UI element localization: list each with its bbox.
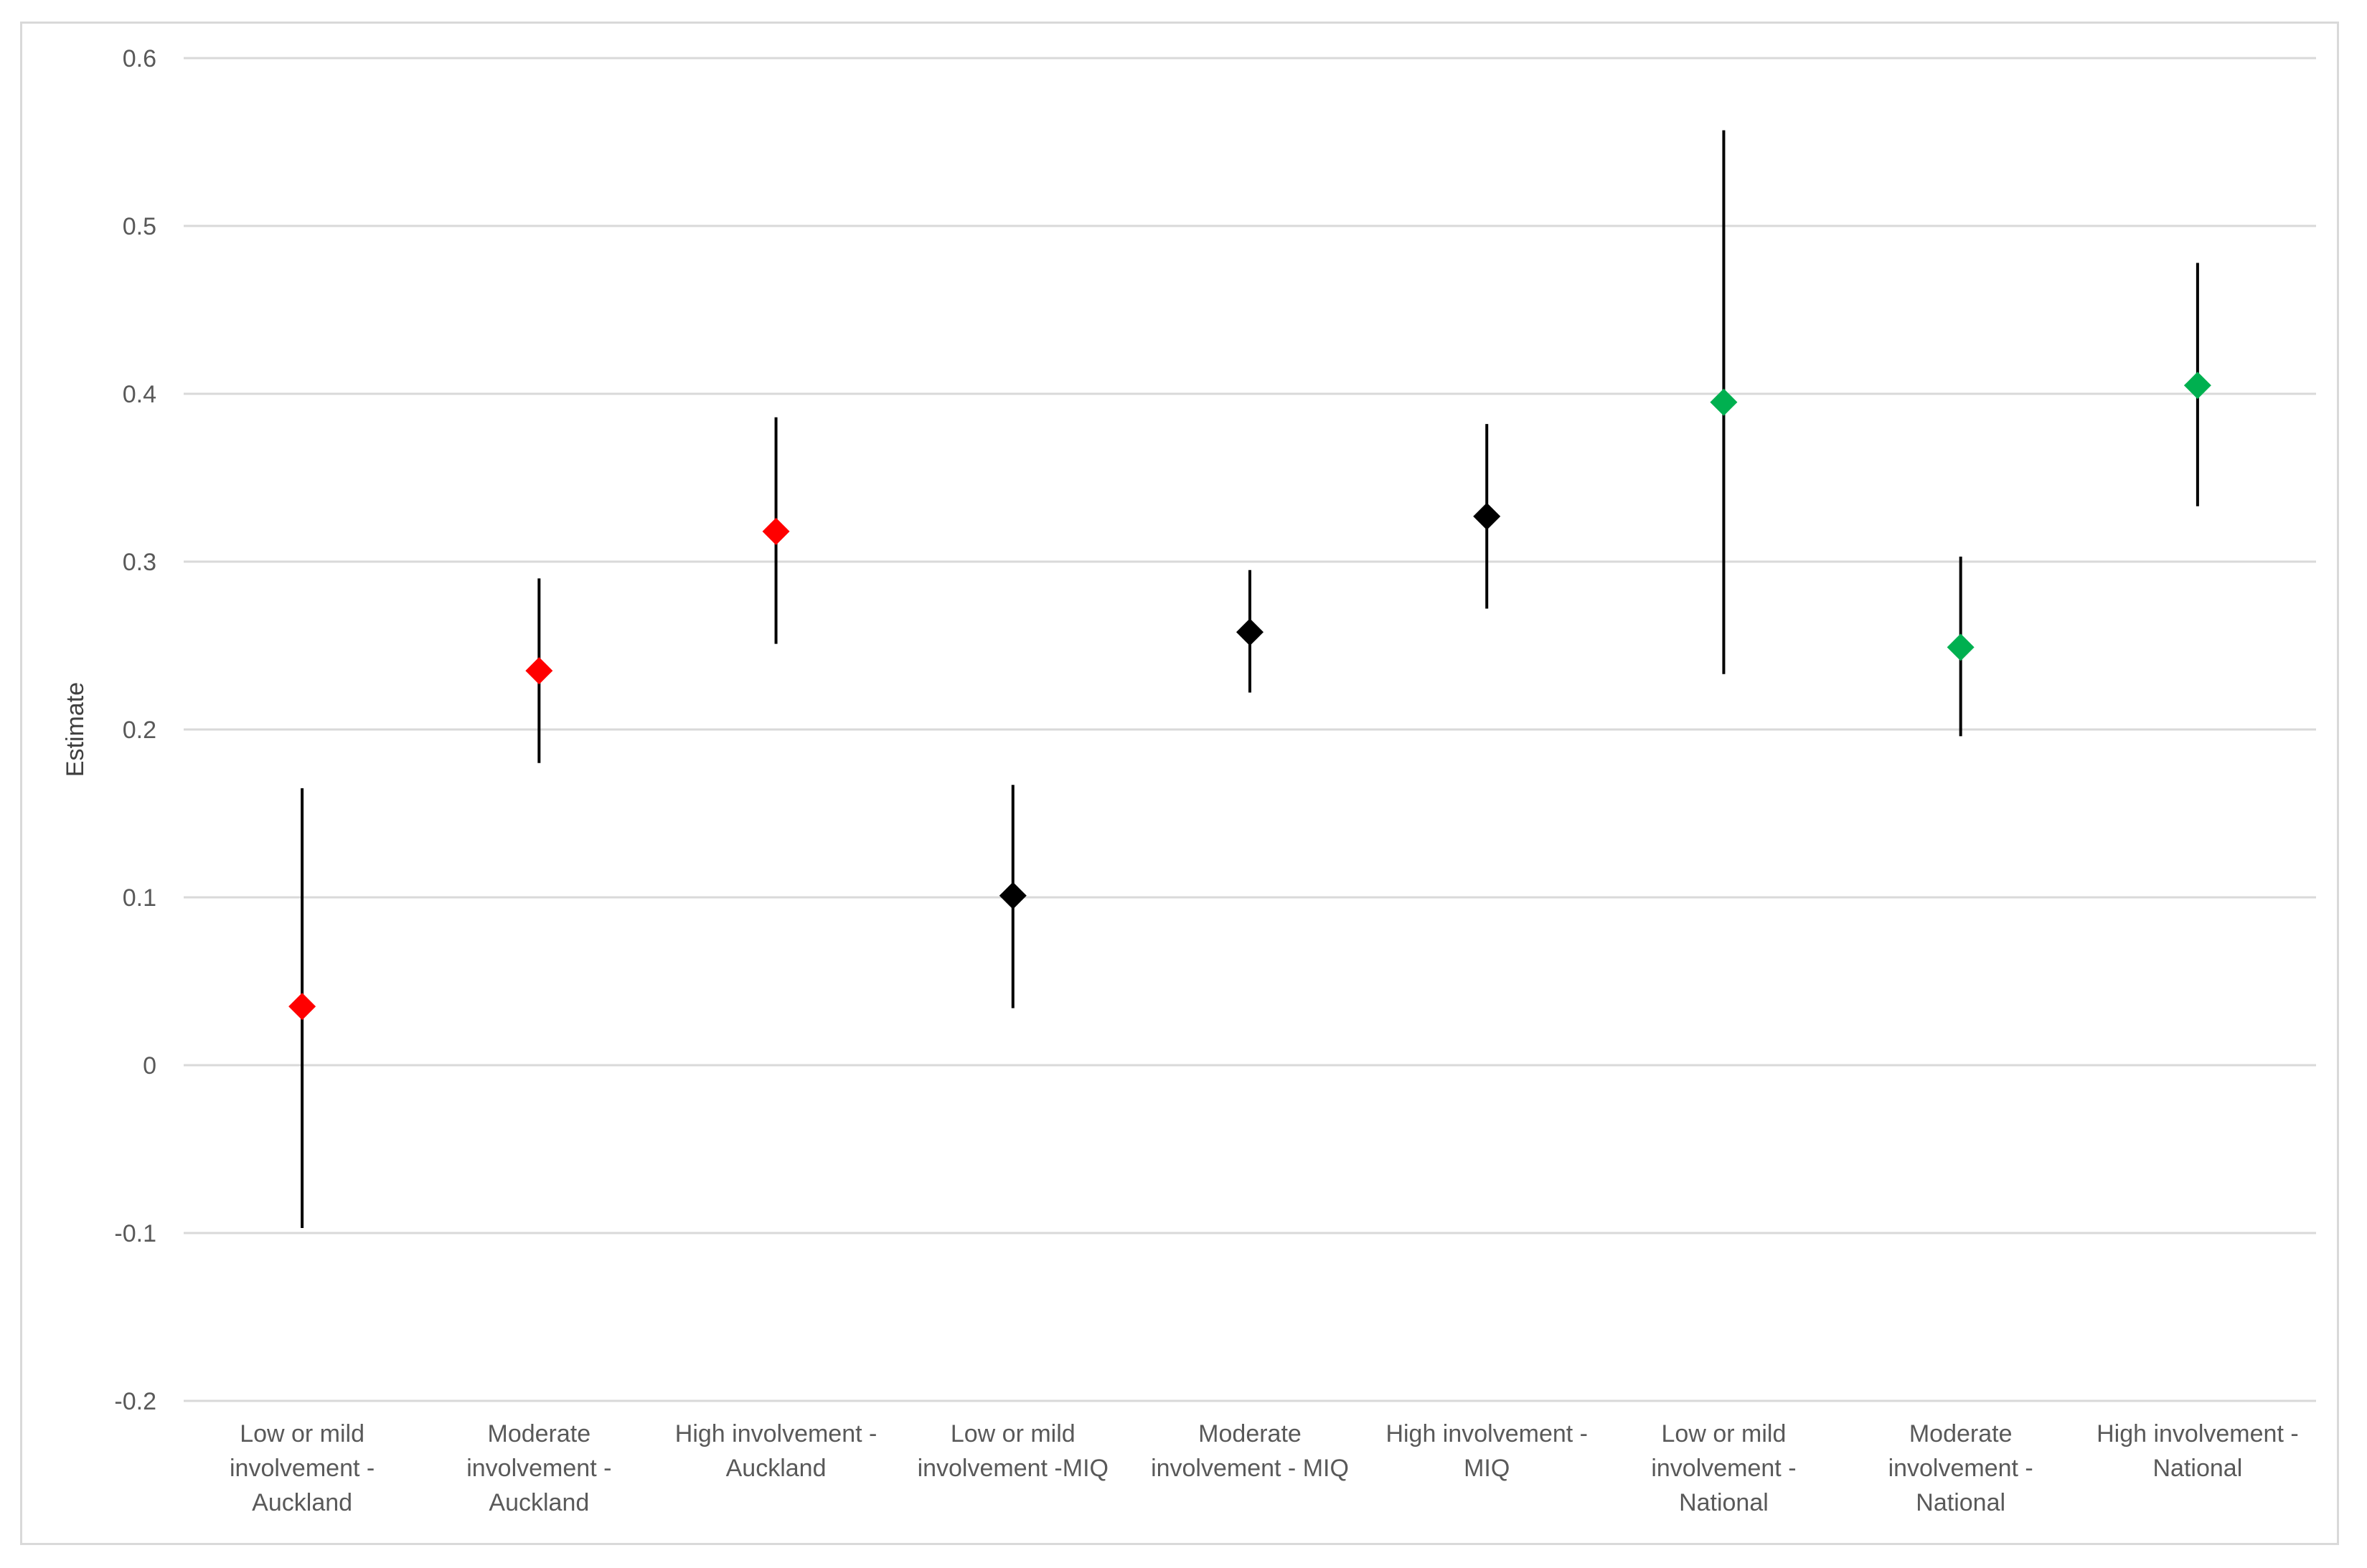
y-tick-label: 0.5 bbox=[123, 213, 156, 240]
category-label-line: National bbox=[1679, 1489, 1769, 1516]
estimate-marker bbox=[1236, 618, 1264, 646]
y-tick-label: -0.1 bbox=[114, 1220, 156, 1247]
estimate-marker bbox=[525, 657, 553, 685]
estimate-markers bbox=[288, 372, 2211, 1021]
estimate-marker bbox=[288, 993, 316, 1021]
estimate-chart: 0.6 0.5 0.4 0.3 0.2 0.1 0 -0.1 -0.2 Low or mild i… bbox=[62, 45, 2316, 1516]
x-axis-categories: Low or mild involvement -AucklandModerate… bbox=[230, 1420, 2299, 1516]
category-label-line: Moderate bbox=[1909, 1420, 2013, 1447]
category-label-line: Auckland bbox=[252, 1489, 352, 1516]
category-label-line: involvement - bbox=[466, 1455, 611, 1482]
category-label-line: involvement -MIQ bbox=[918, 1455, 1109, 1482]
estimate-marker bbox=[2183, 372, 2211, 400]
estimate-marker bbox=[1710, 388, 1738, 416]
category-label: Moderate involvement - MIQ bbox=[1151, 1420, 1349, 1482]
y-tick-label: 0.6 bbox=[123, 45, 156, 72]
category-label-line: Low or mild bbox=[1662, 1420, 1787, 1447]
y-tick-label: 0 bbox=[143, 1052, 156, 1080]
category-label-line: National bbox=[2153, 1455, 2243, 1482]
category-label-line: involvement - bbox=[1888, 1455, 2033, 1482]
error-bars bbox=[301, 130, 2199, 1228]
estimate-marker bbox=[1947, 633, 1975, 661]
y-axis-ticks: 0.6 0.5 0.4 0.3 0.2 0.1 0 -0.1 -0.2 bbox=[114, 45, 156, 1415]
category-label-line: involvement - bbox=[230, 1455, 375, 1482]
estimate-marker bbox=[762, 517, 790, 545]
category-label: High involvement - National bbox=[2097, 1420, 2299, 1482]
category-label-line: involvement - bbox=[1651, 1455, 1796, 1482]
category-label: Low or mild involvement -MIQ bbox=[918, 1420, 1109, 1482]
category-label: Moderate involvement - Auckland bbox=[466, 1420, 611, 1516]
gridlines bbox=[184, 57, 2316, 1402]
y-tick-label: 0.1 bbox=[123, 884, 156, 912]
category-label: Moderate involvement - National bbox=[1888, 1420, 2033, 1516]
category-label-line: Moderate bbox=[1198, 1420, 1302, 1447]
category-label-line: involvement - MIQ bbox=[1151, 1455, 1349, 1482]
category-label-line: High involvement - bbox=[1385, 1420, 1588, 1447]
chart-frame: 0.6 0.5 0.4 0.3 0.2 0.1 0 -0.1 -0.2 Low or mild i… bbox=[20, 22, 2339, 1545]
category-label-line: Low or mild bbox=[240, 1420, 364, 1447]
category-label: Low or mild involvement - Auckland bbox=[230, 1420, 375, 1516]
category-label: Low or mild involvement - National bbox=[1651, 1420, 1796, 1516]
y-tick-label: -0.2 bbox=[114, 1388, 156, 1415]
estimate-marker bbox=[999, 882, 1027, 910]
y-axis-title: Estimate bbox=[62, 682, 89, 777]
category-label-line: MIQ bbox=[1464, 1455, 1510, 1482]
category-label-line: Auckland bbox=[726, 1455, 827, 1482]
category-label-line: High involvement - bbox=[675, 1420, 877, 1447]
category-label-line: High involvement - bbox=[2097, 1420, 2299, 1447]
y-tick-label: 0.4 bbox=[123, 381, 156, 408]
category-label-line: National bbox=[1916, 1489, 2005, 1516]
category-label: High involvement - MIQ bbox=[1385, 1420, 1588, 1482]
estimate-marker bbox=[1473, 502, 1501, 530]
category-label-line: Moderate bbox=[488, 1420, 591, 1447]
category-label-line: Auckland bbox=[489, 1489, 589, 1516]
category-label: High involvement - Auckland bbox=[675, 1420, 877, 1482]
category-label-line: Low or mild bbox=[951, 1420, 1076, 1447]
y-tick-label: 0.3 bbox=[123, 549, 156, 576]
y-tick-label: 0.2 bbox=[123, 717, 156, 744]
